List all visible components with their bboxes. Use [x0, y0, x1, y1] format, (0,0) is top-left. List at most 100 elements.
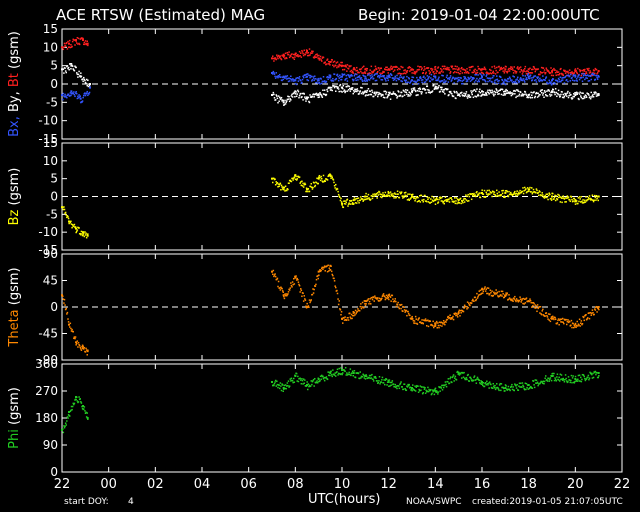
bz-point: [572, 200, 574, 202]
theta-point: [274, 273, 276, 275]
bx-point: [475, 73, 478, 76]
bx-point: [575, 79, 577, 82]
begin-time: Begin: 2019-01-04 22:00:00UTC: [358, 6, 600, 24]
theta-point: [86, 354, 88, 356]
bt-point: [449, 71, 452, 73]
phi-point: [414, 390, 417, 392]
by-point: [280, 98, 282, 101]
bz-point: [346, 198, 349, 201]
theta-point: [577, 323, 580, 325]
bt-point: [410, 69, 413, 71]
theta-point: [463, 307, 465, 309]
theta-point: [272, 269, 275, 272]
bx-point: [288, 77, 290, 79]
bx-point: [386, 77, 389, 80]
phi-point: [326, 378, 329, 381]
by-point: [352, 92, 354, 95]
bz-point: [315, 181, 318, 184]
y-axis-label-part: By,: [7, 91, 22, 116]
bz-point: [421, 199, 424, 201]
bx-point: [544, 79, 546, 82]
theta-point: [360, 303, 362, 305]
by-point: [505, 88, 507, 91]
by-point: [568, 92, 571, 94]
by-point: [453, 90, 455, 93]
phi-point: [283, 388, 285, 390]
theta-point: [286, 294, 289, 296]
bt-point: [85, 43, 88, 46]
bt-point: [280, 57, 282, 60]
phi-point: [490, 383, 492, 386]
bx-point: [552, 78, 555, 80]
by-point: [74, 65, 76, 67]
bx-point: [328, 74, 331, 76]
bt-point: [326, 59, 328, 61]
theta-point: [581, 323, 583, 326]
by-point: [574, 94, 577, 96]
by-point: [353, 89, 355, 92]
phi-point: [414, 385, 416, 387]
bt-point: [277, 57, 279, 60]
bx-point: [500, 83, 503, 85]
bt-point: [448, 67, 450, 69]
bx-point: [74, 92, 77, 94]
bx-point: [331, 80, 333, 82]
bx-point: [280, 76, 282, 78]
bx-point: [70, 94, 72, 97]
bz-point: [354, 202, 357, 204]
bz-point: [300, 184, 303, 187]
bz-point: [450, 197, 452, 199]
by-point: [548, 90, 550, 92]
phi-point: [500, 383, 503, 385]
phi-point: [287, 384, 289, 387]
bz-point: [430, 198, 432, 200]
bz-point: [314, 185, 316, 188]
phi-point: [454, 377, 456, 379]
bz-point: [301, 180, 303, 183]
bx-point: [277, 76, 279, 79]
phi-point: [84, 412, 87, 415]
phi-point: [293, 381, 296, 383]
phi-point: [512, 386, 514, 388]
bt-point: [565, 70, 567, 73]
bt-point: [525, 73, 528, 75]
phi-point: [68, 411, 70, 413]
theta-point: [581, 322, 584, 325]
theta-point: [310, 299, 312, 301]
bt-point: [83, 43, 85, 46]
phi-point: [486, 380, 488, 382]
by-point: [420, 93, 423, 95]
theta-point: [343, 319, 346, 321]
bx-point: [437, 78, 440, 80]
bz-point: [468, 200, 470, 202]
bx-point: [361, 80, 364, 83]
bx-point: [453, 82, 455, 84]
phi-point: [546, 379, 548, 381]
bz-point: [477, 194, 480, 196]
bx-point: [536, 76, 538, 78]
theta-point: [540, 313, 543, 316]
bx-point: [513, 76, 515, 78]
bz-point: [332, 178, 334, 180]
bx-point: [406, 75, 408, 78]
bz-point: [413, 197, 416, 199]
bt-point: [343, 68, 346, 71]
by-point: [546, 90, 548, 92]
bz-point: [529, 186, 531, 189]
bt-point: [378, 69, 381, 71]
phi-point: [343, 368, 345, 371]
theta-point: [305, 305, 307, 307]
theta-point: [354, 314, 356, 316]
phi-point: [515, 385, 517, 387]
by-point: [564, 94, 567, 96]
phi-point: [588, 377, 591, 379]
theta-point: [391, 294, 394, 297]
theta-point: [395, 305, 398, 308]
by-point: [536, 92, 538, 95]
bt-point: [424, 68, 426, 70]
phi-point: [567, 376, 570, 378]
bt-point: [85, 42, 87, 45]
phi-point: [85, 416, 88, 418]
bz-point: [408, 199, 410, 202]
bz-point: [64, 211, 67, 214]
